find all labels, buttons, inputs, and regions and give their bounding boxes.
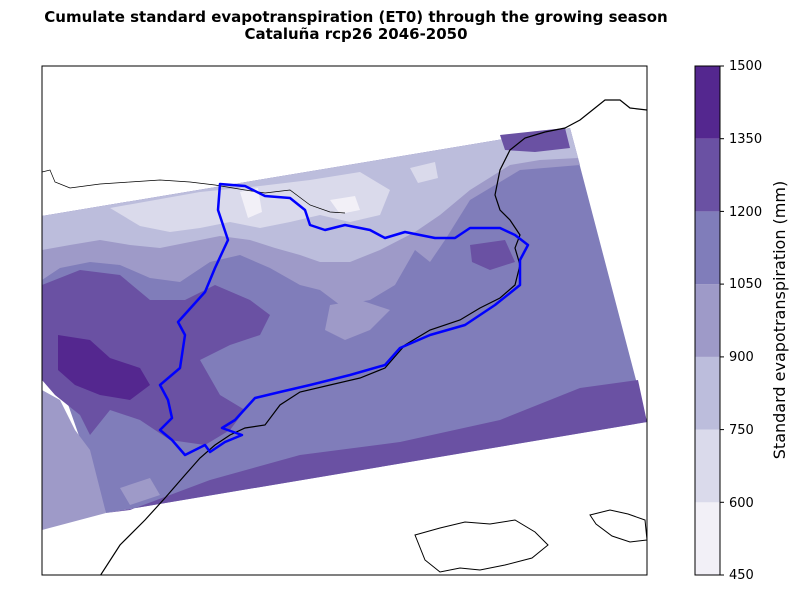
- et0-zone-1200-1350: [106, 380, 647, 513]
- colorbar-tick-label: 1350: [729, 132, 762, 147]
- colorbar-bin: [695, 502, 720, 575]
- colorbar-bin: [695, 138, 720, 212]
- et0-zone-450-600: [240, 188, 262, 218]
- colorbar-tick-label: 900: [729, 350, 754, 365]
- colorbar-tick-label: 1050: [729, 277, 762, 292]
- colorbar-bin: [695, 429, 720, 503]
- colorbar-bin: [695, 284, 720, 357]
- colorbar-bin: [695, 211, 720, 285]
- map-frame: [41, 65, 648, 576]
- et0-zone-1350-1500: [58, 335, 150, 400]
- map-panel: [42, 99, 647, 575]
- et0-zone-900-1050: [42, 390, 106, 530]
- coastline: [99, 99, 647, 575]
- chart-title-line-1: Cumulate standard evapotranspiration (ET…: [44, 8, 668, 26]
- colorbar-tick-label: 450: [729, 568, 754, 583]
- colorbar-tick-label: 600: [729, 496, 754, 511]
- et0-zone-900-1050: [325, 300, 390, 340]
- menorca-island: [414, 519, 549, 573]
- colorbar-ticks: [720, 65, 724, 576]
- colorbar-tick-label: 750: [729, 423, 754, 438]
- colorbar-tick-label: 1500: [729, 59, 762, 74]
- colorbar-label: Standard evapotranspiration (mm): [770, 181, 789, 459]
- colorbar-frame: [694, 65, 721, 576]
- et0-zone-1200-1350: [42, 270, 270, 445]
- region-outline: [158, 182, 530, 457]
- coastline-north: [42, 169, 346, 214]
- et0-zone-450-600: [330, 196, 360, 214]
- et0-zone-900-1050: [120, 478, 160, 505]
- et0-zone-600-750: [410, 162, 438, 183]
- chart-title-line-2: Cataluña rcp26 2046-2050: [244, 25, 468, 43]
- mallorca-island: [589, 509, 647, 543]
- et0-zone-1200-1350: [470, 240, 515, 270]
- colorbar-bin: [695, 66, 720, 139]
- et0-zone-1200-1350: [500, 128, 570, 152]
- colorbar: 450 600 750 900 1050 1200 1350 1500 Stan…: [694, 59, 789, 583]
- colorbar-tick-label: 1200: [729, 205, 762, 220]
- colorbar-bin: [695, 356, 720, 430]
